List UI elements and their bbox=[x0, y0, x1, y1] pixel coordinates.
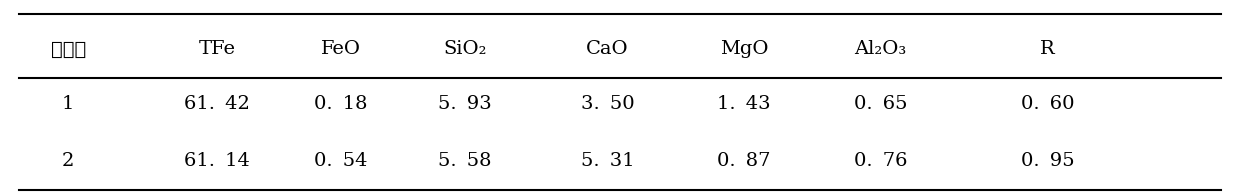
Text: Al₂O₃: Al₂O₃ bbox=[854, 40, 906, 58]
Text: CaO: CaO bbox=[587, 40, 629, 58]
Text: 61.  42: 61. 42 bbox=[184, 95, 250, 113]
Text: 61.  14: 61. 14 bbox=[184, 152, 250, 170]
Text: 1.  43: 1. 43 bbox=[717, 95, 771, 113]
Text: 0.  60: 0. 60 bbox=[1021, 95, 1075, 113]
Text: 0.  95: 0. 95 bbox=[1021, 152, 1075, 170]
Text: 1: 1 bbox=[62, 95, 74, 113]
Text: 5.  93: 5. 93 bbox=[438, 95, 492, 113]
Text: 3.  50: 3. 50 bbox=[580, 95, 635, 113]
Text: 实施例: 实施例 bbox=[51, 40, 86, 58]
Text: 0.  87: 0. 87 bbox=[717, 152, 771, 170]
Text: TFe: TFe bbox=[198, 40, 236, 58]
Text: 0.  65: 0. 65 bbox=[853, 95, 908, 113]
Text: 0.  54: 0. 54 bbox=[314, 152, 368, 170]
Text: R: R bbox=[1040, 40, 1055, 58]
Text: SiO₂: SiO₂ bbox=[443, 40, 487, 58]
Text: MgO: MgO bbox=[719, 40, 769, 58]
Text: 5.  58: 5. 58 bbox=[438, 152, 492, 170]
Text: FeO: FeO bbox=[321, 40, 361, 58]
Text: 5.  31: 5. 31 bbox=[580, 152, 635, 170]
Text: 0.  76: 0. 76 bbox=[853, 152, 908, 170]
Text: 2: 2 bbox=[62, 152, 74, 170]
Text: 0.  18: 0. 18 bbox=[314, 95, 368, 113]
